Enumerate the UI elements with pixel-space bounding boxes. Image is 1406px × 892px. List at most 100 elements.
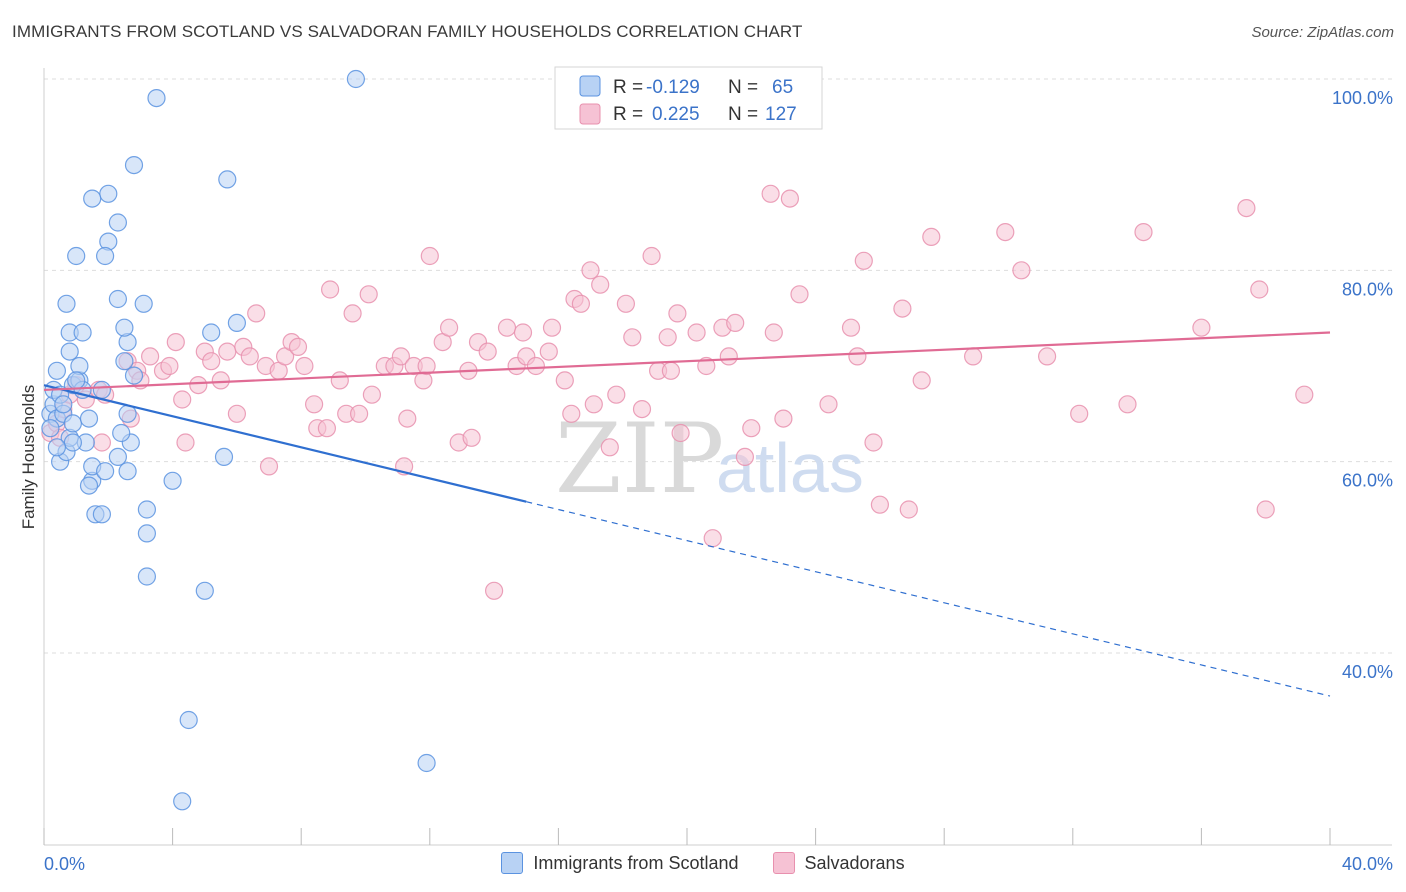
- trend-line-salvadorans: [43, 331, 1331, 392]
- point-salvadoran: [1237, 199, 1256, 218]
- point-scotland: [108, 447, 128, 466]
- point-scotland: [134, 294, 153, 313]
- point-salvadoran: [1192, 318, 1211, 337]
- legend-n-value-scotland: 65: [772, 77, 793, 98]
- point-scotland: [115, 318, 134, 337]
- point-scotland: [417, 753, 436, 773]
- point-salvadoran: [555, 371, 574, 390]
- point-scotland: [112, 423, 131, 443]
- point-salvadoran: [912, 371, 931, 390]
- point-salvadoran: [854, 251, 873, 270]
- point-salvadoran: [697, 356, 716, 376]
- y-axis-label: Family Households: [19, 385, 38, 530]
- point-salvadoran: [848, 347, 867, 366]
- point-salvadoran: [166, 333, 185, 352]
- point-scotland: [92, 505, 112, 524]
- point-scotland: [163, 471, 182, 490]
- point-salvadoran: [642, 246, 661, 266]
- point-scotland: [99, 184, 118, 203]
- legend-n-label-scotland: N =: [728, 77, 758, 98]
- point-salvadoran: [485, 581, 504, 600]
- series-legend: Immigrants from Scotland Salvadorans: [0, 852, 1406, 874]
- point-salvadoran: [288, 337, 308, 356]
- point-salvadoran: [240, 347, 259, 366]
- point-salvadoran: [571, 294, 591, 313]
- point-scotland: [92, 380, 112, 399]
- point-salvadoran: [616, 294, 636, 313]
- point-salvadoran: [591, 275, 610, 294]
- point-salvadoran: [440, 318, 459, 337]
- watermark: ZIP atlas: [555, 403, 864, 515]
- point-scotland: [124, 366, 144, 385]
- point-scotland: [137, 567, 156, 586]
- point-salvadoran: [790, 285, 809, 304]
- point-salvadoran: [259, 457, 279, 476]
- point-scotland: [63, 433, 83, 452]
- legend-item-scotland[interactable]: Immigrants from Scotland: [501, 852, 739, 874]
- point-salvadoran: [141, 347, 160, 366]
- point-scotland: [227, 313, 246, 332]
- point-salvadoran: [1070, 404, 1089, 423]
- legend-r-label-scotland: R =: [613, 77, 643, 98]
- point-scotland: [47, 438, 67, 457]
- point-salvadoran: [658, 328, 677, 347]
- point-salvadoran: [899, 500, 918, 519]
- source-credit: Source: ZipAtlas.com: [1251, 24, 1394, 41]
- point-scotland: [108, 213, 128, 232]
- point-salvadoran: [922, 227, 941, 246]
- point-salvadoran: [359, 285, 378, 304]
- tick-labels: 40.0% 60.0% 80.0% 100.0% 0.0% 40.0%: [44, 88, 1393, 874]
- point-salvadoran: [735, 447, 755, 466]
- point-scotland: [173, 792, 192, 811]
- point-salvadoran: [780, 189, 800, 208]
- x-tick-label-max: 40.0%: [1342, 854, 1393, 874]
- point-scotland: [202, 323, 221, 342]
- point-scotland: [67, 371, 86, 390]
- point-scotland: [95, 462, 115, 481]
- point-salvadoran: [173, 390, 192, 409]
- trend-line-scotland-extrapolated: [526, 501, 1331, 697]
- point-salvadoran: [1250, 280, 1269, 299]
- point-salvadoran: [774, 409, 793, 428]
- point-scotland: [218, 170, 237, 189]
- point-salvadoran: [391, 347, 410, 366]
- point-salvadoran: [671, 423, 690, 443]
- point-salvadoran: [742, 419, 761, 438]
- point-salvadoran: [189, 376, 208, 395]
- legend-swatch-salvadorans: [579, 103, 601, 125]
- point-salvadoran: [295, 356, 314, 376]
- stats-legend: R = -0.129 N = 65 R = 0.225 N = 127: [554, 66, 823, 130]
- point-scotland: [57, 294, 76, 313]
- point-scotland: [67, 246, 86, 266]
- point-salvadoran: [417, 356, 436, 376]
- point-salvadoran: [661, 361, 681, 380]
- point-salvadoran: [1295, 385, 1314, 404]
- y-tick-label: 100.0%: [1332, 88, 1393, 108]
- point-scotland: [60, 342, 79, 361]
- point-scotland: [41, 419, 60, 438]
- point-salvadoran: [176, 433, 195, 452]
- point-salvadoran: [870, 495, 890, 514]
- point-salvadoran: [703, 529, 722, 548]
- legend-r-value-scotland: -0.129: [646, 77, 700, 98]
- point-salvadoran: [202, 352, 221, 371]
- trend-line-scotland: [43, 384, 527, 503]
- point-scotland: [83, 189, 102, 208]
- point-salvadoran: [1256, 500, 1275, 519]
- watermark-zip: ZIP: [555, 403, 724, 515]
- point-salvadoran: [539, 342, 558, 361]
- point-salvadoran: [92, 433, 112, 452]
- point-salvadoran: [398, 409, 417, 428]
- point-salvadoran: [996, 223, 1015, 242]
- point-salvadoran: [462, 428, 481, 447]
- legend-r-value-salvadorans: 0.225: [652, 104, 700, 125]
- point-salvadoran: [330, 371, 349, 390]
- point-scotland: [95, 246, 115, 266]
- trend-lines: [43, 331, 1331, 697]
- point-salvadoran: [227, 404, 246, 423]
- point-salvadoran: [726, 313, 745, 332]
- point-salvadoran: [305, 395, 324, 414]
- point-scotland: [73, 323, 92, 342]
- legend-item-salvadorans[interactable]: Salvadorans: [772, 852, 905, 874]
- point-scotland: [54, 395, 73, 414]
